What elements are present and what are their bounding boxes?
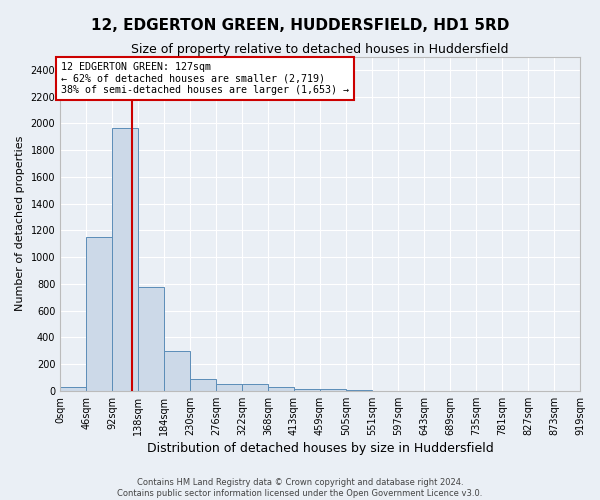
Bar [216,384,242,391]
Bar [60,387,86,391]
Bar [164,350,190,391]
Title: Size of property relative to detached houses in Huddersfield: Size of property relative to detached ho… [131,42,509,56]
Bar [268,388,295,391]
Bar [320,389,346,391]
Bar [346,390,372,391]
Bar [294,389,320,391]
Bar [190,379,216,391]
Bar [112,128,138,391]
Bar [138,286,164,391]
X-axis label: Distribution of detached houses by size in Huddersfield: Distribution of detached houses by size … [147,442,493,455]
Y-axis label: Number of detached properties: Number of detached properties [15,136,25,312]
Text: 12, EDGERTON GREEN, HUDDERSFIELD, HD1 5RD: 12, EDGERTON GREEN, HUDDERSFIELD, HD1 5R… [91,18,509,32]
Text: 12 EDGERTON GREEN: 127sqm
← 62% of detached houses are smaller (2,719)
38% of se: 12 EDGERTON GREEN: 127sqm ← 62% of detac… [61,62,349,95]
Text: Contains HM Land Registry data © Crown copyright and database right 2024.
Contai: Contains HM Land Registry data © Crown c… [118,478,482,498]
Bar [86,237,112,391]
Bar [242,384,268,391]
